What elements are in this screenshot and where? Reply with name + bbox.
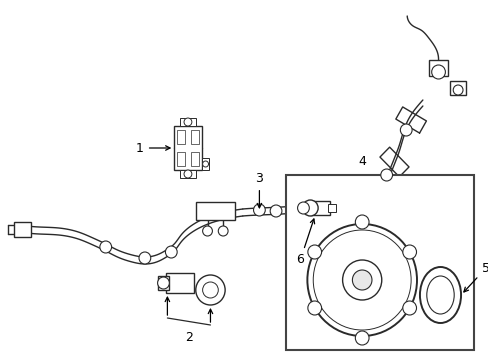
Text: 6: 6 (296, 219, 314, 266)
Circle shape (380, 169, 392, 181)
Bar (180, 118, 195, 126)
Circle shape (307, 224, 416, 336)
Circle shape (195, 275, 224, 305)
Circle shape (307, 301, 321, 315)
Circle shape (352, 270, 371, 290)
Circle shape (452, 85, 462, 95)
Circle shape (313, 230, 410, 330)
Circle shape (253, 204, 264, 216)
Circle shape (183, 170, 191, 178)
Circle shape (402, 245, 416, 259)
Circle shape (342, 260, 381, 300)
Bar (157, 276, 169, 290)
Text: 2: 2 (184, 331, 192, 344)
Circle shape (355, 215, 368, 229)
Ellipse shape (419, 267, 460, 323)
Bar (166, 273, 193, 293)
Bar (428, 60, 447, 76)
Circle shape (183, 118, 191, 126)
Bar (195, 202, 234, 220)
Text: 1: 1 (136, 141, 170, 154)
Bar (327, 204, 335, 212)
Bar (310, 201, 329, 215)
Bar (285, 175, 473, 350)
Circle shape (402, 301, 416, 315)
Bar (177, 152, 184, 166)
Bar (190, 130, 198, 144)
Circle shape (400, 124, 411, 136)
Circle shape (269, 205, 282, 217)
Bar (14, 222, 31, 237)
Circle shape (297, 202, 309, 214)
Circle shape (431, 65, 445, 79)
Bar (177, 130, 184, 144)
Bar (174, 126, 201, 170)
Bar (180, 170, 195, 178)
Text: 5: 5 (463, 262, 488, 292)
Ellipse shape (426, 276, 453, 314)
Bar (201, 158, 209, 170)
Circle shape (302, 200, 318, 216)
Text: 4: 4 (358, 155, 366, 168)
Circle shape (100, 241, 111, 253)
Circle shape (139, 252, 150, 264)
Circle shape (218, 226, 227, 236)
Circle shape (157, 277, 169, 289)
Text: 3: 3 (255, 172, 263, 208)
Bar (190, 152, 198, 166)
Bar (449, 81, 465, 95)
Circle shape (355, 331, 368, 345)
Circle shape (165, 246, 177, 258)
Circle shape (202, 161, 208, 167)
Circle shape (202, 226, 212, 236)
Circle shape (202, 282, 218, 298)
Circle shape (307, 245, 321, 259)
